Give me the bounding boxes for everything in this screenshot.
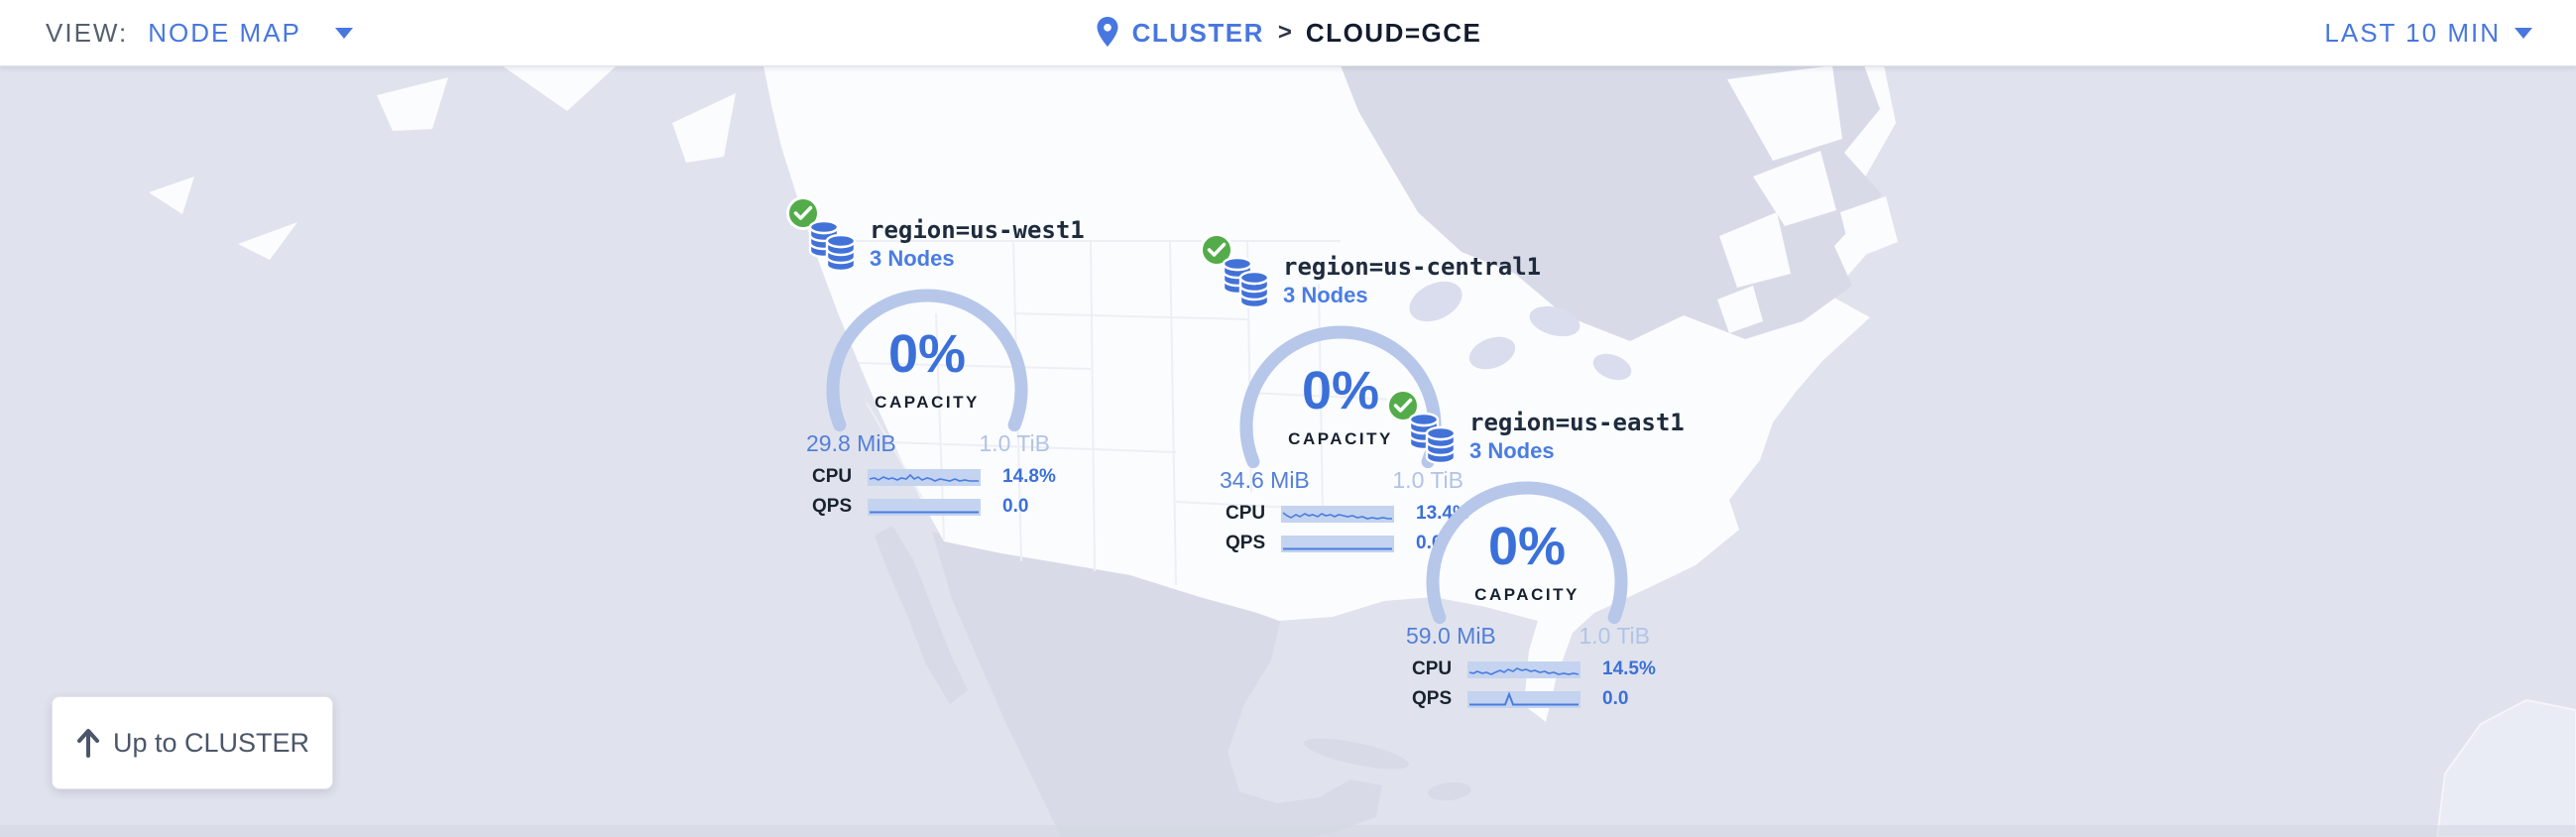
header-bar: VIEW: NODE MAP CLUSTER > CLOUD=GCE LAST …	[0, 0, 2576, 66]
cpu-metric-row: CPU 13.4%	[1226, 503, 1523, 525]
capacity-total: 1.0 TiB	[1392, 467, 1464, 493]
breadcrumb-separator: >	[1277, 19, 1292, 46]
database-stack-icon	[1222, 256, 1270, 309]
region-label: region=us-central1	[1283, 253, 1542, 281]
capacity-percent: 0%	[1301, 361, 1380, 420]
cpu-label: CPU	[1226, 503, 1266, 524]
location-pin-icon	[1097, 17, 1118, 47]
cpu-value: 14.8%	[1002, 466, 1056, 487]
great-lakes	[1409, 281, 1632, 381]
region-node-count[interactable]: 3 Nodes	[1469, 438, 1555, 463]
database-stack-icon	[808, 219, 857, 273]
breadcrumb-cluster-link[interactable]: CLUSTER	[1131, 17, 1264, 48]
cpu-metric-row: CPU 14.8%	[812, 466, 1110, 488]
capacity-total: 1.0 TiB	[1579, 623, 1650, 649]
capacity-caption: CAPACITY	[875, 393, 980, 412]
capacity-gauge	[1426, 481, 1628, 624]
capacity-used: 34.6 MiB	[1220, 467, 1310, 493]
region-group-us-central1[interactable]: region=us-central1 3 Nodes 0% CAPACITY 3…	[1162, 193, 1541, 553]
capacity-gauge	[1239, 325, 1442, 468]
qps-value: 0.0	[1602, 688, 1629, 709]
chevron-down-icon	[334, 27, 353, 39]
up-to-cluster-button[interactable]: Up to CLUSTER	[52, 696, 333, 789]
cpu-sparkline	[1467, 660, 1581, 678]
region-node-count[interactable]: 3 Nodes	[870, 246, 955, 271]
north-america-map	[0, 65, 2576, 837]
mexico-landmass	[932, 532, 1382, 837]
up-to-cluster-label: Up to CLUSTER	[112, 727, 310, 758]
qps-label: QPS	[1226, 533, 1266, 553]
capacity-used-total-row: 34.6 MiB 1.0 TiB	[1220, 467, 1464, 494]
up-arrow-icon	[76, 729, 99, 758]
capacity-used: 59.0 MiB	[1406, 623, 1496, 649]
capacity-percent: 0%	[1487, 517, 1567, 576]
region-node-count[interactable]: 3 Nodes	[1283, 283, 1368, 307]
map-edge-landmass	[2435, 698, 2576, 837]
view-dropdown[interactable]: VIEW: NODE MAP	[46, 18, 353, 49]
capacity-gauge	[826, 289, 1028, 431]
capacity-percent: 0%	[887, 324, 967, 384]
cpu-label: CPU	[812, 466, 853, 487]
map-bottom-edge	[0, 825, 2576, 837]
qps-sparkline	[1281, 535, 1394, 552]
cpu-value: 14.5%	[1602, 658, 1656, 679]
breadcrumb: CLUSTER > CLOUD=GCE	[0, 0, 2576, 65]
capacity-caption: CAPACITY	[1288, 429, 1393, 448]
qps-metric-row: QPS 0.0	[1412, 688, 1709, 710]
baja-peninsula	[875, 526, 968, 704]
cuba-island	[1304, 738, 1409, 770]
qps-metric-row: QPS 0.0	[1226, 533, 1523, 554]
capacity-used-total-row: 59.0 MiB 1.0 TiB	[1406, 623, 1650, 650]
cpu-metric-row: CPU 14.5%	[1412, 658, 1709, 680]
arctic-archipelago	[1717, 65, 1898, 333]
breadcrumb-current: CLOUD=GCE	[1305, 17, 1482, 48]
capacity-used: 29.8 MiB	[806, 430, 896, 456]
view-label: VIEW:	[46, 17, 129, 48]
qps-metric-row: QPS 0.0	[812, 496, 1110, 518]
region-label: region=us-east1	[1469, 409, 1685, 436]
view-value[interactable]: NODE MAP	[148, 17, 301, 48]
capacity-total: 1.0 TiB	[979, 430, 1050, 456]
region-group-us-west1[interactable]: region=us-west1 3 Nodes 0% CAPACITY 29.8…	[749, 157, 1106, 517]
region-group-us-east1[interactable]: region=us-east1 3 Nodes 0% CAPACITY 59.0…	[1348, 349, 1705, 709]
qps-label: QPS	[812, 496, 853, 517]
capacity-caption: CAPACITY	[1474, 585, 1580, 604]
qps-label: QPS	[1412, 688, 1453, 709]
cpu-sparkline	[868, 468, 981, 486]
time-range-dropdown[interactable]: LAST 10 MIN	[2324, 0, 2532, 65]
cpu-sparkline	[1281, 505, 1394, 523]
qps-sparkline	[1467, 690, 1581, 708]
region-label: region=us-west1	[870, 216, 1085, 244]
capacity-used-total-row: 29.8 MiB 1.0 TiB	[806, 430, 1050, 457]
hispaniola-island	[1428, 781, 1471, 801]
database-stack-icon	[1408, 412, 1457, 465]
cpu-label: CPU	[1412, 658, 1453, 679]
qps-value: 0.0	[1002, 496, 1029, 517]
time-range-value[interactable]: LAST 10 MIN	[2324, 17, 2501, 48]
alaska-islands	[149, 65, 736, 260]
chevron-down-icon	[2515, 27, 2532, 39]
qps-sparkline	[868, 498, 981, 516]
